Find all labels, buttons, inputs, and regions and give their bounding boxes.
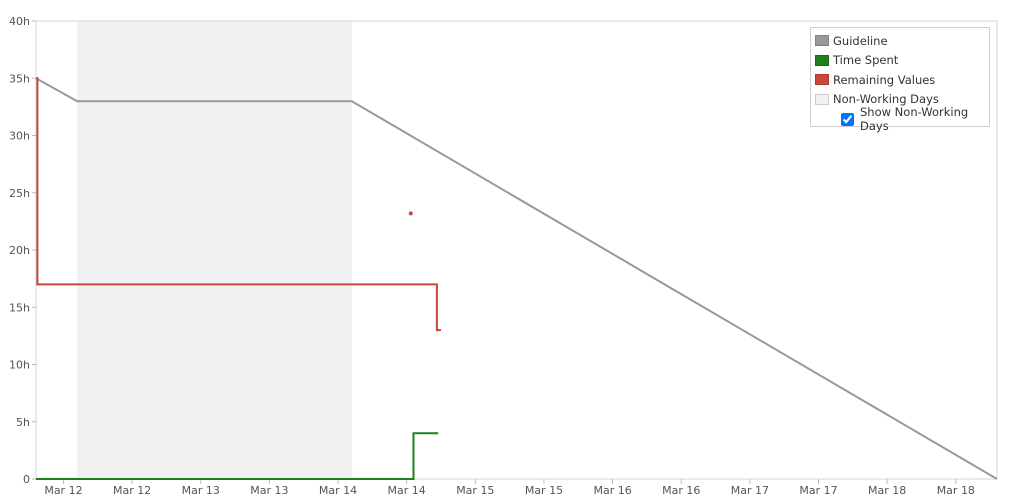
x-tick-label: Mar 16 [662, 484, 700, 496]
legend-label-remaining-values: Remaining Values [833, 72, 936, 87]
x-tick-label: Mar 14 [388, 484, 426, 496]
x-tick-label: Mar 15 [456, 484, 494, 496]
legend-item-remaining-values[interactable]: Remaining Values [815, 70, 985, 90]
y-tick-label: 40h [9, 15, 30, 28]
x-tick-label: Mar 17 [799, 484, 837, 496]
non-working-day-band [77, 21, 352, 479]
legend-label-guideline: Guideline [833, 33, 888, 48]
y-tick-label: 15h [9, 301, 30, 314]
y-tick-label: 10h [9, 359, 30, 372]
non-working-days-layer [77, 21, 352, 479]
x-tick-label: Mar 16 [593, 484, 631, 496]
y-tick-label: 5h [16, 416, 30, 429]
x-tick-label: Mar 18 [937, 484, 975, 496]
x-tick-label: Mar 12 [113, 484, 151, 496]
series-line-time-spent [36, 432, 439, 480]
x-tick-label: Mar 12 [44, 484, 82, 496]
x-tick-label: Mar 13 [182, 484, 220, 496]
legend-swatch-time-spent [815, 54, 829, 66]
legend-swatch-remaining-values [815, 74, 829, 86]
series-layer [35, 77, 998, 480]
show-non-working-days-label[interactable]: Show Non-Working Days [860, 105, 969, 133]
show-non-working-days-toggle[interactable]: Show Non-Working Days [815, 105, 985, 133]
legend-item-time-spent[interactable]: Time Spent [815, 51, 985, 71]
legend-item-non-working-days[interactable]: Non-Working Days [815, 90, 985, 110]
data-point-marker [408, 211, 413, 216]
y-axis: 0 5h 10h 15h 20h 25h 30h 35h 40h [9, 15, 36, 486]
show-non-working-days-checkbox[interactable] [841, 112, 854, 126]
legend-swatch-non-working-days [815, 93, 829, 105]
series-line-remaining-values [36, 77, 441, 332]
series-line-guideline [35, 77, 998, 480]
x-tick-label: Mar 18 [868, 484, 906, 496]
x-tick-label: Mar 14 [319, 484, 357, 496]
x-tick-label: Mar 17 [731, 484, 769, 496]
y-tick-label: 20h [9, 244, 30, 257]
legend-label-non-working-days: Non-Working Days [833, 92, 939, 107]
legend-label-time-spent: Time Spent [833, 53, 899, 68]
x-axis: Mar 12 Mar 12 Mar 13 Mar 13 Mar 14 Mar 14 Mar … [44, 479, 975, 497]
y-tick-label: 25h [9, 187, 30, 200]
x-tick-label: Mar 15 [525, 484, 563, 496]
x-tick-label: Mar 13 [250, 484, 288, 496]
legend-item-guideline[interactable]: Guideline [815, 31, 985, 51]
y-tick-label: 35h [9, 72, 30, 85]
legend-swatch-guideline [815, 35, 829, 47]
y-tick-label: 30h [9, 130, 30, 143]
chart-legend: Guideline Time Spent Remaining Values No… [810, 27, 990, 133]
y-tick-label: 0 [23, 473, 30, 486]
